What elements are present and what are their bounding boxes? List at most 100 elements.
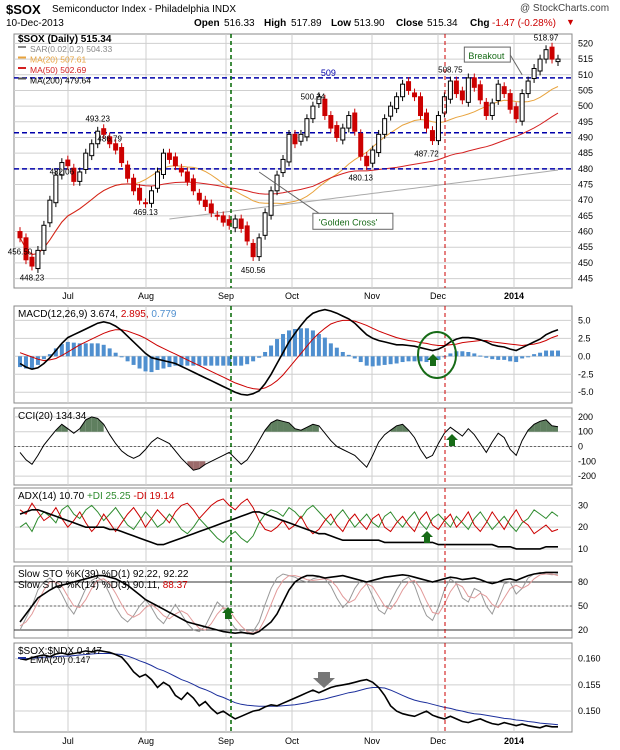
macd-histogram-bar (406, 356, 411, 362)
candle-body (190, 178, 196, 192)
price-panel-title: $SOX (Daily) 515.34 (18, 34, 112, 45)
candle-body (47, 199, 53, 224)
sto-k39-title: Slow STO %K(39) %D(1) 92.22, 92.22 (18, 569, 189, 580)
y-tick-label: 495 (578, 117, 593, 127)
macd-histogram-bar (328, 343, 333, 357)
low-label: Low (331, 18, 351, 29)
y-tick-label: 200 (578, 412, 593, 422)
cci-line (19, 416, 559, 471)
ratio-panel-frame (13, 642, 573, 733)
macd-histogram-bar (35, 356, 40, 365)
candle-body (143, 202, 149, 205)
high-label: High (264, 18, 287, 29)
candle-body (322, 98, 328, 117)
candle-body (507, 93, 513, 110)
breakout-callout-label: Breakout (468, 51, 505, 61)
candle-body (358, 133, 364, 157)
candle-body (77, 171, 83, 182)
macd-histogram-bar (298, 328, 303, 357)
candle-body (119, 147, 125, 164)
y-tick-label: 5.0 (578, 315, 591, 325)
candle-body (316, 96, 322, 105)
price-annotation-label: 500.24 (301, 92, 326, 101)
cci-overbought-area (283, 421, 289, 432)
price-annotation-label: 456.50 (8, 248, 33, 257)
down-arrow-icon: ▼ (566, 17, 575, 27)
candle-body (400, 83, 406, 98)
open-label: Open (194, 18, 220, 29)
macd-histogram-bar (269, 345, 274, 357)
minus-di-line (19, 498, 559, 535)
macd-histogram-bar (239, 356, 244, 366)
candle-body (328, 115, 334, 129)
macd-histogram-bar (185, 356, 190, 366)
macd-histogram-bar (520, 356, 525, 359)
macd-histogram-bar (179, 356, 184, 366)
cci-overbought-area (85, 416, 92, 432)
price-annotation-label: 486.79 (97, 135, 122, 144)
y-tick-label: 500 (578, 101, 593, 111)
price-legend-entry: MA(50) 502.69 (30, 65, 86, 75)
ratio-x-label-5: Dec (430, 736, 447, 746)
breakout-callout-box (463, 46, 511, 63)
candle-body (250, 242, 256, 258)
legend-swatch (18, 657, 26, 659)
candle-body (298, 133, 304, 142)
y-tick-label: 10 (578, 544, 588, 554)
candle-body (149, 190, 155, 204)
price-annotation-label: 482.06 (50, 167, 75, 176)
candle-body (489, 102, 495, 117)
macd-histogram-bar (18, 356, 22, 368)
candle-body (178, 167, 184, 173)
macd-histogram-bar (550, 350, 555, 357)
candle-body (65, 159, 71, 167)
macd-histogram-bar (442, 356, 447, 358)
y-tick-label: 465 (578, 211, 593, 221)
breakout-callout-pointer (509, 54, 523, 76)
macd-histogram-bar (388, 356, 393, 365)
y-tick-label: 20 (578, 625, 588, 635)
watermark: @ StockCharts.com (520, 3, 610, 14)
candle-body (477, 84, 483, 101)
y-tick-label: 0.150 (578, 706, 601, 716)
legend-swatch (18, 67, 26, 69)
macd-histogram-bar (490, 356, 495, 360)
candle-body (172, 156, 178, 167)
low-value: 513.90 (354, 18, 385, 29)
high-value: 517.89 (291, 18, 322, 29)
candle-body (208, 203, 214, 214)
macd-histogram-bar (418, 356, 423, 362)
macd-histogram-bar (47, 354, 52, 357)
symbol: $SOX (6, 2, 41, 17)
price-panel-frame (13, 33, 573, 289)
macd-histogram-bar (221, 356, 226, 366)
macd-histogram-bar (538, 352, 543, 357)
macd-histogram-bar (508, 356, 513, 362)
macd-histogram-bar (370, 356, 375, 367)
candle-body (53, 174, 59, 204)
macd-histogram-bar (346, 354, 351, 357)
candle-body (59, 162, 65, 176)
candle-body (364, 155, 370, 167)
y-tick-label: 0 (578, 442, 583, 452)
ratio-line (19, 649, 558, 729)
y-tick-label: 505 (578, 85, 593, 95)
candle-body (220, 215, 226, 223)
price-x-label-4: Nov (364, 291, 381, 301)
candle-body (196, 192, 202, 201)
macd-histogram-bar (197, 356, 202, 366)
candle-body (154, 171, 160, 189)
slow-sto-panel: 80 50 20 Slow STO %K(39) %D(1) 92.22, 92.22… (13, 565, 588, 639)
macd-histogram-bar (263, 351, 268, 357)
cci-overbought-area (97, 418, 104, 432)
macd-histogram-bar (460, 351, 465, 357)
candle-body (137, 187, 143, 201)
macd-histogram-bar (155, 356, 160, 370)
macd-histogram-bar (71, 342, 76, 357)
candle-body (23, 237, 29, 261)
candle-body (447, 80, 453, 100)
golden-cross-callout-box (312, 212, 394, 230)
macd-histogram-bar (382, 356, 387, 365)
candle-body (459, 90, 465, 101)
cci-oversold-area (199, 461, 206, 469)
